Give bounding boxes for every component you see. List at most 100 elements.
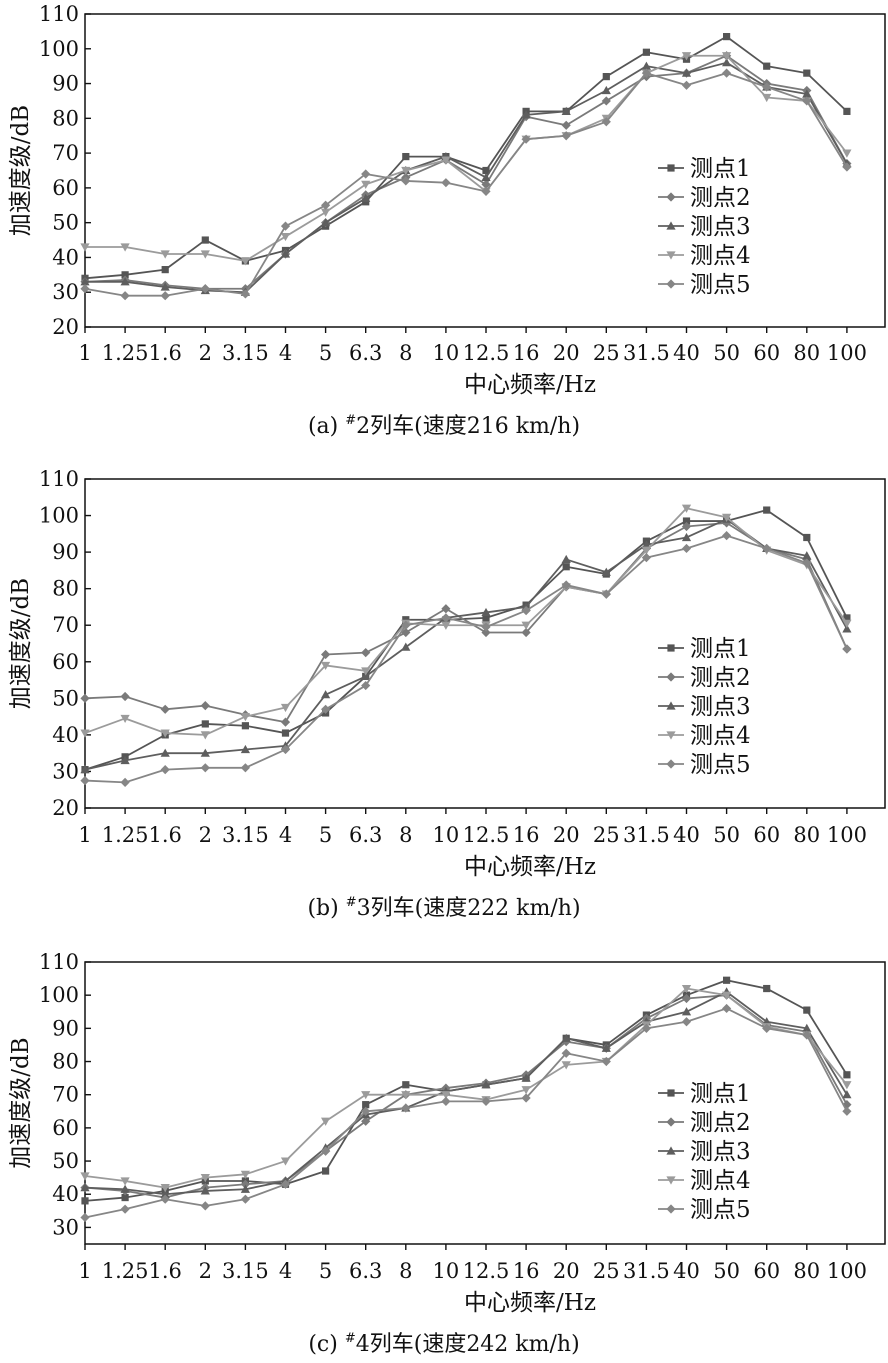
legend-marker — [667, 644, 675, 652]
series-line — [84, 507, 848, 736]
data-point — [321, 200, 331, 210]
x-tick-label: 1.6 — [148, 823, 181, 847]
legend-marker — [666, 1146, 676, 1155]
x-tick-label: 12.5 — [463, 341, 510, 365]
x-tick-label: 2 — [199, 1259, 212, 1283]
data-point — [361, 193, 371, 202]
data-point — [441, 178, 451, 188]
data-point — [561, 106, 571, 115]
data-point — [321, 1146, 331, 1156]
y-axis-title: 加速度级/dB — [8, 105, 34, 236]
data-point — [80, 1212, 90, 1223]
data-point — [201, 236, 209, 244]
chart-panel-b: 20 30 40 50 60 70 80 90 100 110 1 1.25 1.6 2 3.15 4 5 6.3… — [0, 462, 888, 932]
data-point — [161, 266, 169, 274]
legend-marker — [666, 759, 676, 769]
data-point — [361, 667, 371, 676]
series-line — [84, 990, 848, 1196]
data-point — [842, 1090, 852, 1099]
x-tick-label: 3.15 — [222, 1259, 269, 1283]
data-point — [361, 169, 371, 179]
y-tick-label: 50 — [52, 686, 79, 710]
data-point — [482, 166, 490, 175]
data-point — [762, 82, 772, 92]
data-point — [441, 613, 451, 623]
data-point — [481, 172, 491, 182]
y-tick-label: 80 — [52, 1050, 79, 1074]
data-point — [601, 1043, 611, 1052]
data-point — [803, 1006, 811, 1014]
data-point — [80, 693, 90, 703]
x-tick-label: 1 — [78, 1259, 91, 1283]
data-point — [561, 580, 571, 590]
x-tick-label: 10 — [433, 1259, 460, 1283]
data-point — [120, 777, 130, 788]
data-point — [361, 648, 371, 658]
data-point — [681, 80, 692, 90]
data-point — [681, 984, 692, 994]
x-tick-label: 31.5 — [623, 823, 670, 847]
x-tick-label: 2 — [199, 341, 212, 365]
data-point — [762, 93, 772, 103]
data-point — [280, 744, 291, 755]
x-tick-label: 5 — [319, 341, 332, 365]
data-point — [121, 1193, 129, 1202]
data-point — [120, 1204, 130, 1214]
x-tick-label: 60 — [753, 1259, 780, 1283]
y-tick-label: 60 — [52, 176, 79, 200]
x-tick-label: 20 — [553, 341, 580, 365]
data-point — [842, 1081, 852, 1090]
data-point — [361, 671, 371, 680]
data-point — [80, 729, 90, 738]
y-tick-label: 30 — [52, 759, 79, 783]
data-point — [120, 714, 130, 724]
data-point — [280, 1157, 291, 1166]
x-tick-label: 80 — [793, 1259, 820, 1283]
data-point — [200, 763, 210, 773]
data-point — [402, 1081, 410, 1089]
data-point — [201, 720, 209, 728]
legend-label: 测点2 — [690, 185, 751, 211]
legend-label: 测点1 — [690, 636, 751, 662]
x-tick-label: 16 — [513, 341, 540, 365]
data-point — [441, 621, 451, 630]
series-line — [84, 509, 848, 771]
data-point — [842, 162, 852, 172]
chart-panel-a: 20 30 40 50 60 70 80 90 100 110 1 1.25 1.6 2 3.15 4 5 6.3… — [0, 0, 888, 445]
data-point — [722, 52, 732, 61]
x-tick-label: 8 — [399, 341, 412, 365]
data-point — [681, 521, 692, 532]
y-tick-label: 90 — [52, 72, 79, 96]
data-point — [681, 1007, 692, 1016]
x-tick-labels: 1 1.25 1.6 2 3.15 4 5 6.3 8 10 12.5 16 20 25 31.5 40 50 6… — [78, 341, 867, 365]
y-tick-label: 100 — [39, 37, 79, 61]
plot-frame — [84, 961, 886, 1245]
data-point — [681, 52, 692, 61]
data-point — [843, 614, 851, 622]
data-point — [481, 607, 491, 617]
x-axis-title: 中心频率/Hz — [464, 854, 596, 880]
data-point — [803, 533, 811, 542]
y-tick-label: 40 — [52, 245, 79, 269]
data-point — [641, 540, 652, 549]
x-tick-label: 4 — [279, 823, 292, 847]
figure-caption: (a) #2列车(速度216 km/h) — [308, 413, 580, 439]
data-point — [200, 1201, 210, 1211]
data-point — [362, 1101, 370, 1109]
legend-marker — [666, 279, 676, 289]
data-point — [521, 134, 531, 144]
y-tick-label: 40 — [52, 1182, 79, 1206]
legend: 测点1 测点2 测点3 测点4 测点5 — [658, 636, 751, 778]
y-tick-label: 100 — [39, 983, 79, 1007]
data-point — [682, 517, 691, 525]
data-point — [802, 551, 812, 560]
series-5 — [80, 1003, 852, 1223]
data-point — [441, 1096, 451, 1106]
data-point — [561, 1061, 571, 1070]
data-point — [120, 277, 130, 286]
data-point — [240, 257, 251, 266]
plot-frame — [84, 478, 886, 809]
data-point — [200, 748, 210, 757]
data-point — [240, 289, 251, 299]
